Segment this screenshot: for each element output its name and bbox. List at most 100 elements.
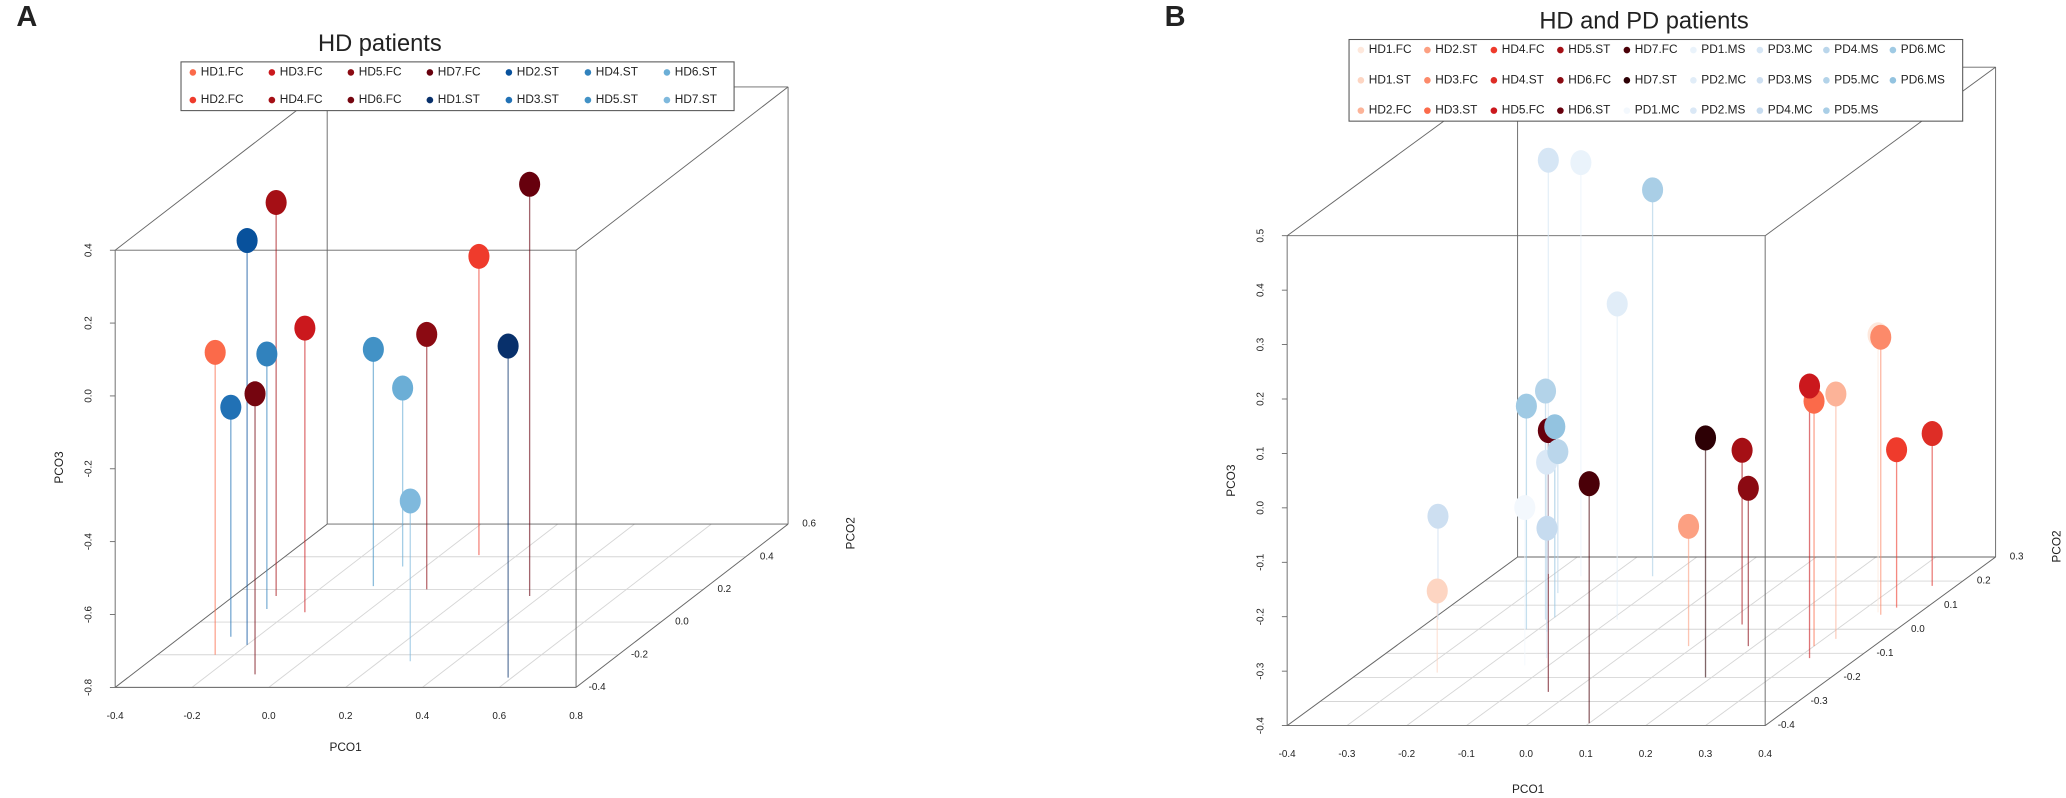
x-tick-label: -0.3 bbox=[1338, 749, 1356, 760]
x-tick-label: 0.8 bbox=[569, 711, 583, 722]
legend-label: HD4.FC bbox=[1502, 42, 1545, 56]
z-axis-label: PCO3 bbox=[52, 451, 66, 484]
point bbox=[1578, 471, 1600, 497]
legend-label: HD2.ST bbox=[517, 65, 559, 79]
y-tick-label: 0.1 bbox=[1944, 600, 1958, 611]
legend-dot bbox=[1490, 77, 1498, 84]
legend-dot bbox=[426, 96, 434, 104]
point bbox=[362, 336, 384, 362]
x-tick-label: 0.2 bbox=[339, 711, 353, 722]
floor-grid-line bbox=[422, 523, 635, 688]
x-tick-label: 0.4 bbox=[1758, 749, 1772, 760]
floor-grid-line bbox=[191, 523, 405, 688]
legend-dot bbox=[1623, 77, 1631, 84]
z-tick-label: 0.5 bbox=[1255, 228, 1266, 242]
point bbox=[1642, 177, 1664, 203]
legend-label: PD1.MC bbox=[1635, 103, 1680, 117]
point bbox=[468, 243, 490, 269]
legend-dot bbox=[1756, 107, 1764, 114]
z-tick-label: 0.3 bbox=[1255, 337, 1266, 351]
legend-dot bbox=[426, 69, 434, 76]
legend-label: HD5.ST bbox=[596, 92, 638, 106]
floor-grid-line bbox=[345, 523, 558, 688]
point bbox=[256, 341, 278, 367]
point bbox=[1570, 150, 1592, 176]
legend-dot bbox=[1490, 107, 1498, 114]
legend-dot bbox=[1557, 107, 1564, 114]
point bbox=[1731, 437, 1753, 463]
legend-dot bbox=[1756, 77, 1764, 84]
y-tick-label: -0.4 bbox=[589, 682, 607, 693]
legend-dot bbox=[189, 96, 197, 104]
floor-grid-line bbox=[1585, 556, 1817, 726]
legend-dot bbox=[1424, 107, 1431, 114]
floor-grid-line bbox=[1346, 556, 1578, 726]
z-tick-label: 0.4 bbox=[83, 243, 94, 257]
z-tick-label: -0.2 bbox=[83, 460, 94, 477]
legend-label: PD3.MC bbox=[1768, 42, 1813, 56]
legend-label: HD7.ST bbox=[1635, 72, 1677, 86]
legend-label: PD3.MS bbox=[1768, 72, 1812, 86]
y-axis-label: PCO2 bbox=[2050, 530, 2064, 562]
x-tick-label: 0.0 bbox=[262, 711, 276, 722]
legend-label: HD6.ST bbox=[1568, 103, 1610, 117]
panel-label: B bbox=[1165, 1, 1186, 33]
y-tick-label: 0.0 bbox=[675, 617, 689, 628]
legend-box bbox=[1348, 38, 1964, 122]
legend-label: HD5.FC bbox=[1502, 103, 1545, 117]
z-tick-label: 0.0 bbox=[1255, 500, 1266, 514]
point bbox=[1870, 324, 1892, 350]
point bbox=[1799, 373, 1821, 399]
legend-label: PD2.MC bbox=[1701, 72, 1746, 86]
floor-grid-line bbox=[498, 523, 712, 688]
legend-label: HD4.FC bbox=[280, 92, 323, 106]
point bbox=[265, 189, 287, 215]
legend-dot bbox=[268, 96, 276, 104]
y-tick-label: 0.6 bbox=[802, 519, 816, 530]
legend-label: HD6.FC bbox=[1568, 72, 1611, 86]
legend-label: HD2.ST bbox=[1435, 42, 1477, 56]
z-tick-label: 0.1 bbox=[1255, 447, 1266, 461]
legend-dot bbox=[1823, 107, 1830, 114]
panel-label: A bbox=[16, 1, 37, 33]
z-tick-label: 0.0 bbox=[83, 389, 94, 403]
x-tick-label: -0.2 bbox=[183, 711, 200, 722]
box-edge bbox=[575, 86, 789, 251]
legend-dot bbox=[1889, 77, 1897, 84]
z-tick-label: 0.4 bbox=[1255, 283, 1266, 297]
legend-dot bbox=[1623, 107, 1631, 114]
z-axis-label: PCO3 bbox=[1224, 464, 1238, 497]
legend-dot bbox=[1357, 77, 1365, 84]
legend-label: HD3.ST bbox=[1435, 103, 1477, 117]
chart-title: HD and PD patients bbox=[1539, 9, 1748, 35]
point bbox=[392, 375, 414, 401]
point bbox=[1544, 414, 1566, 440]
legend-label: HD1.ST bbox=[438, 92, 480, 106]
z-tick-label: 0.2 bbox=[83, 316, 94, 330]
legend-dot bbox=[1690, 77, 1697, 84]
x-tick-label: 0.2 bbox=[1639, 749, 1653, 760]
y-tick-label: -0.4 bbox=[1778, 720, 1796, 731]
legend-label: PD6.MC bbox=[1901, 42, 1946, 56]
point bbox=[1515, 393, 1537, 419]
z-tick-label: -0.1 bbox=[1255, 554, 1266, 571]
legend-dot bbox=[268, 69, 276, 76]
legend-label: HD7.FC bbox=[438, 65, 481, 79]
x-tick-label: 0.6 bbox=[492, 711, 506, 722]
legend-dot bbox=[1823, 77, 1830, 84]
point bbox=[519, 171, 541, 197]
legend-dot bbox=[1823, 46, 1830, 54]
box-edge bbox=[114, 523, 328, 688]
point bbox=[1886, 437, 1908, 463]
legend-label: HD4.ST bbox=[1502, 72, 1544, 86]
legend-label: HD1.FC bbox=[1369, 42, 1412, 56]
legend-label: PD6.MS bbox=[1901, 72, 1945, 86]
legend-label: HD1.ST bbox=[1369, 72, 1411, 86]
floor-grid-line bbox=[268, 523, 482, 688]
point bbox=[236, 228, 258, 254]
legend-label: HD2.FC bbox=[1369, 103, 1412, 117]
legend-label: HD6.ST bbox=[675, 65, 717, 79]
x-tick-label: 0.3 bbox=[1699, 749, 1713, 760]
box-edge bbox=[1764, 556, 1996, 726]
